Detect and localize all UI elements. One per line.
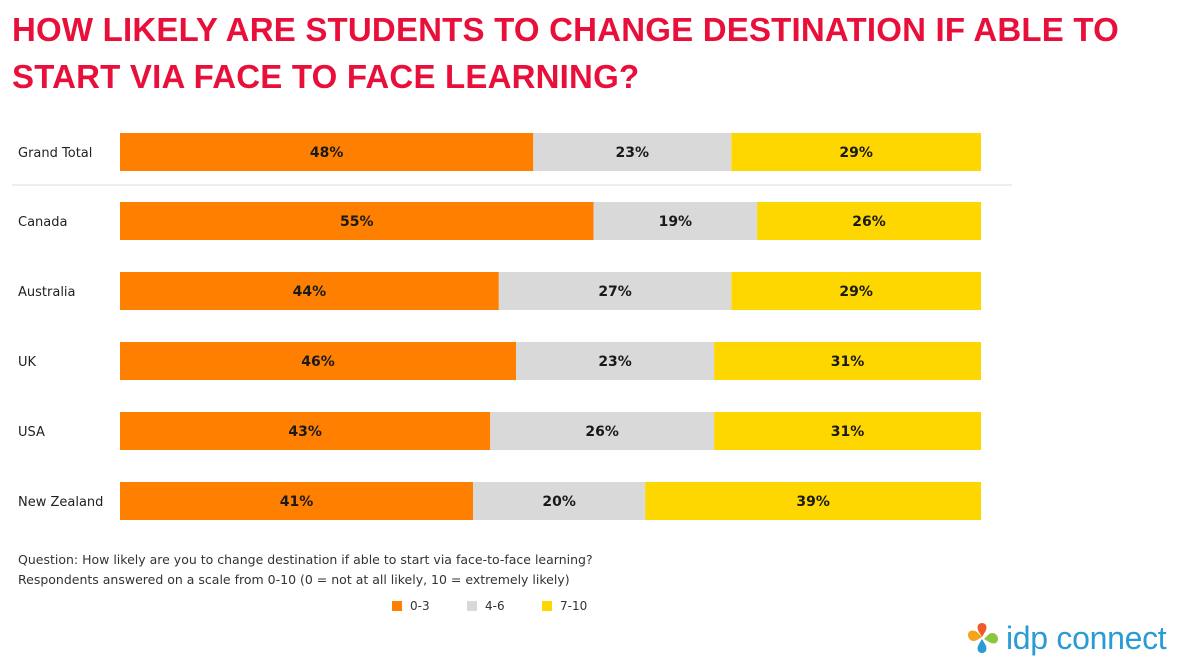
bar-grand-total-0-3 <box>120 133 534 171</box>
bar-new-zealand-4-6 <box>473 482 646 520</box>
data-label-australia-4-6: 27% <box>598 284 632 300</box>
bar-australia-0-3 <box>120 272 499 310</box>
bar-australia-4-6 <box>498 272 732 310</box>
bar-australia-7-10 <box>731 272 981 310</box>
bar-uk-0-3 <box>120 342 517 380</box>
logo-text: idp connect <box>1006 620 1167 656</box>
data-label-australia-7-10: 29% <box>839 284 873 300</box>
legend-swatch-4-6 <box>467 601 477 611</box>
bar-usa-0-3 <box>120 412 491 450</box>
legend-label-0-3: 0-3 <box>410 599 430 613</box>
bar-new-zealand-7-10 <box>645 482 981 520</box>
idp-logo-icon <box>968 623 998 653</box>
legend-label-7-10: 7-10 <box>560 599 588 613</box>
data-label-grand-total-4-6: 23% <box>616 145 650 161</box>
question-note: Question: How likely are you to change d… <box>18 552 593 567</box>
category-label-new-zealand: New Zealand <box>18 495 103 510</box>
category-label-australia: Australia <box>18 285 76 300</box>
category-label-canada: Canada <box>18 215 67 230</box>
bar-grand-total-4-6 <box>533 133 732 171</box>
category-label-grand-total: Grand Total <box>18 146 92 161</box>
bar-canada-7-10 <box>757 202 981 240</box>
bar-new-zealand-0-3 <box>120 482 474 520</box>
data-label-new-zealand-7-10: 39% <box>796 494 830 510</box>
data-label-uk-0-3: 46% <box>301 354 335 370</box>
data-label-canada-4-6: 19% <box>659 214 693 230</box>
data-label-canada-0-3: 55% <box>340 214 374 230</box>
legend-swatch-7-10 <box>542 601 552 611</box>
chart-title: HOW LIKELY ARE STUDENTS TO CHANGE DESTIN… <box>12 11 1119 95</box>
data-label-grand-total-0-3: 48% <box>310 145 344 161</box>
legend-swatch-0-3 <box>392 601 402 611</box>
bar-usa-4-6 <box>490 412 715 450</box>
legend-label-4-6: 4-6 <box>485 599 505 613</box>
legend-item-0-3: 0-3 <box>392 599 467 613</box>
idp-connect-logo: idp connect <box>966 618 1167 658</box>
data-label-usa-0-3: 43% <box>288 424 322 440</box>
legend-item-4-6: 4-6 <box>467 599 542 613</box>
data-label-uk-7-10: 31% <box>831 354 865 370</box>
bar-canada-4-6 <box>593 202 758 240</box>
legend-item-7-10: 7-10 <box>542 599 617 613</box>
data-label-canada-7-10: 26% <box>852 214 886 230</box>
bar-canada-0-3 <box>120 202 594 240</box>
data-label-usa-4-6: 26% <box>585 424 619 440</box>
data-label-new-zealand-0-3: 41% <box>280 494 314 510</box>
data-label-grand-total-7-10: 29% <box>839 145 873 161</box>
category-label-uk: UK <box>18 355 37 370</box>
data-label-uk-4-6: 23% <box>598 354 632 370</box>
bar-uk-7-10 <box>714 342 981 380</box>
category-label-usa: USA <box>18 425 45 440</box>
bar-uk-4-6 <box>516 342 715 380</box>
data-label-new-zealand-4-6: 20% <box>542 494 576 510</box>
data-label-australia-0-3: 44% <box>293 284 327 300</box>
chart-legend: 0-3 4-6 7-10 <box>392 599 617 613</box>
stacked-bar-chart: Grand Total 48% 23% 29% Canada 55% 19% 26% Austr… <box>12 133 1012 520</box>
bar-grand-total-7-10 <box>731 133 981 171</box>
data-label-usa-7-10: 31% <box>831 424 865 440</box>
bar-usa-7-10 <box>714 412 981 450</box>
scale-note: Respondents answered on a scale from 0-1… <box>18 572 570 587</box>
